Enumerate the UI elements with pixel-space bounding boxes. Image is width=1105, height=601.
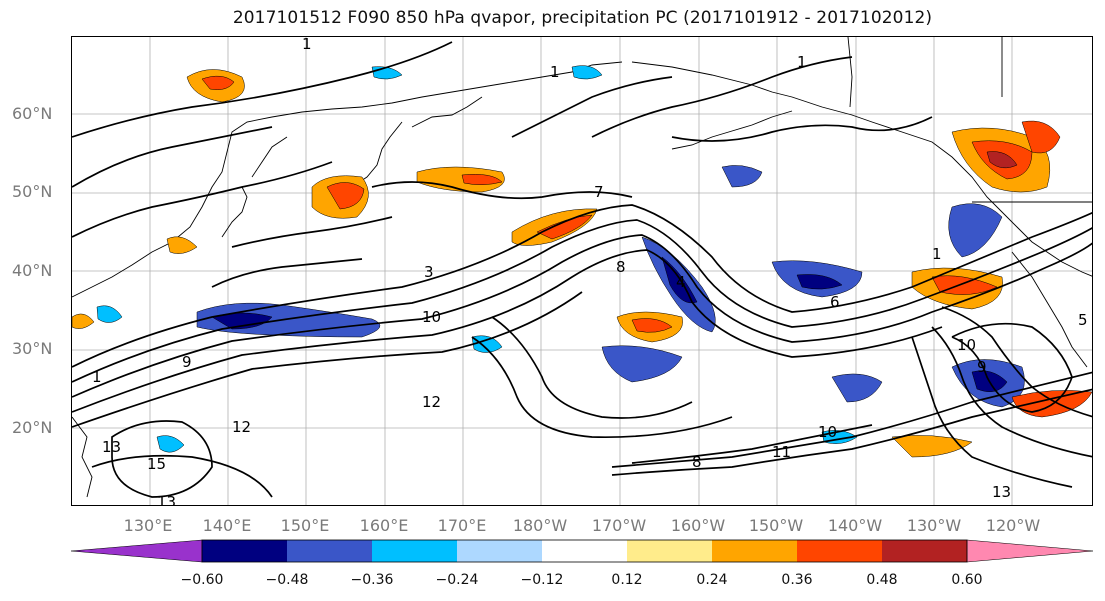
contour-label: 1: [550, 63, 560, 81]
lon-label-170e: 170°E: [437, 516, 487, 535]
lat-label-40n: 40°N: [12, 261, 53, 280]
colorbar-swatch: [457, 540, 542, 562]
lon-label-170w: 170°W: [591, 516, 647, 535]
contour-label: 1: [92, 368, 102, 386]
colorbar-tick: −0.36: [350, 572, 394, 588]
contour-label: 8: [692, 453, 702, 471]
map-canvas: 1 1 1 1 1 3 4 5 6 7 8 8 9 9 10 10 10 11 …: [72, 37, 1092, 506]
lon-label-130e: 130°E: [123, 516, 173, 535]
lon-label-160e: 160°E: [359, 516, 409, 535]
colorbar-tick: 0.36: [781, 572, 813, 588]
colorbar-swatch: [70, 539, 203, 563]
map-panel: 1 1 1 1 1 3 4 5 6 7 8 8 9 9 10 10 10 11 …: [71, 36, 1093, 506]
qvapor-contours: [72, 41, 1092, 498]
colorbar-swatch: [287, 540, 372, 562]
colorbar-swatch: [542, 540, 627, 562]
contour-label: 6: [830, 293, 840, 311]
lon-label-150e: 150°E: [280, 516, 330, 535]
lon-label-150w: 150°W: [748, 516, 804, 535]
lon-label-140e: 140°E: [202, 516, 252, 535]
contour-label: 10: [818, 423, 837, 441]
contour-label: 10: [957, 336, 976, 354]
contour-label: 13: [157, 493, 176, 506]
lon-label-120w: 120°W: [985, 516, 1041, 535]
contour-label: 7: [594, 183, 604, 201]
contour-label: 3: [424, 263, 434, 281]
contour-label: 12: [422, 393, 441, 411]
lat-label-50n: 50°N: [12, 182, 53, 201]
colorbar-swatch: [372, 540, 457, 562]
colorbar-tick: −0.24: [435, 572, 479, 588]
lon-label-140w: 140°W: [827, 516, 883, 535]
contour-label: 4: [676, 273, 686, 291]
contour-label: 12: [232, 418, 251, 436]
contour-label: 9: [182, 353, 192, 371]
colorbar-swatch: [966, 539, 1094, 563]
colorbar-swatch: [202, 540, 287, 562]
colorbar-swatch: [882, 540, 967, 562]
colorbar-tick: 0.60: [951, 572, 983, 588]
plot-title: 2017101512 F090 850 hPa qvapor, precipit…: [232, 8, 933, 28]
colorbar-tick: 0.24: [696, 572, 728, 588]
lat-label-30n: 30°N: [12, 339, 53, 358]
contour-labels: 1 1 1 1 1 3 4 5 6 7 8 8 9 9 10 10 10 11 …: [92, 37, 1088, 506]
contour-label: 15: [147, 455, 166, 473]
colorbar-tick: −0.12: [520, 572, 564, 588]
colorbar-swatch: [712, 540, 797, 562]
colorbar-tick: −0.60: [180, 572, 224, 588]
colorbar-swatch: [627, 540, 712, 562]
colorbar-tick: −0.48: [265, 572, 309, 588]
contour-label: 1: [797, 53, 807, 71]
lon-label-160w: 160°W: [670, 516, 726, 535]
contour-label: 9: [977, 358, 987, 376]
lon-label-130w: 130°W: [906, 516, 962, 535]
lat-label-20n: 20°N: [12, 418, 53, 437]
colorbar-tick: 0.48: [866, 572, 898, 588]
colorbar-tick: 0.12: [611, 572, 643, 588]
contour-label: 1: [932, 245, 942, 263]
colorbar-swatch: [797, 540, 882, 562]
contour-label: 1: [302, 37, 312, 53]
lon-label-180w: 180°W: [512, 516, 568, 535]
contour-label: 10: [422, 308, 441, 326]
contour-label: 13: [102, 438, 121, 456]
contour-label: 5: [1078, 311, 1088, 329]
colorbar: [70, 539, 1094, 563]
contour-label: 8: [616, 258, 626, 276]
contour-label: 13: [992, 483, 1011, 501]
lat-label-60n: 60°N: [12, 104, 53, 123]
contour-label: 11: [772, 443, 791, 461]
